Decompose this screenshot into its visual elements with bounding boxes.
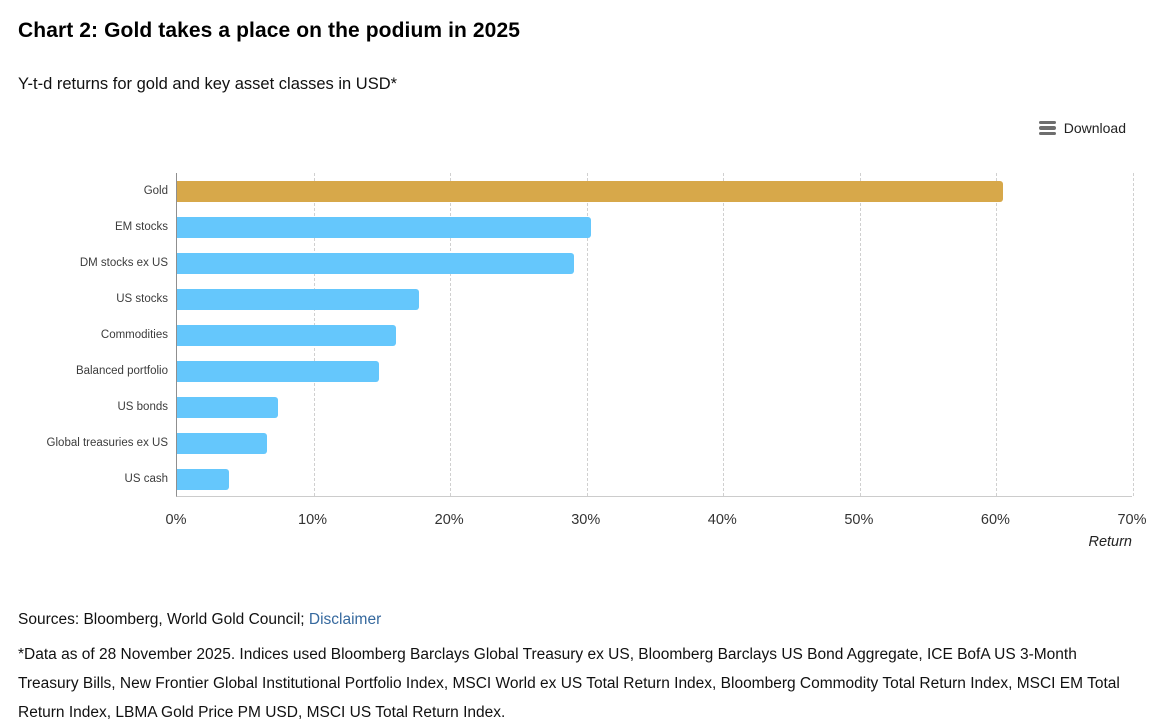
sources-line: Sources: Bloomberg, World Gold Council; … [18,611,381,629]
bar-row: DM stocks ex US [80,245,1132,281]
bar-row: US bonds [117,389,1132,425]
x-tick-label: 30% [571,512,601,528]
chart-subtitle: Y-t-d returns for gold and key asset cla… [18,75,398,93]
x-axis: 0% 10% 20% 30% 40% 50% 60% 70% [166,512,1147,532]
bar-gold[interactable] [177,180,1004,202]
bar-balanced-portfolio[interactable] [177,360,380,382]
x-tick-label: 60% [980,512,1010,528]
bar-us-stocks[interactable] [177,288,419,310]
x-tick-label: 20% [434,512,464,528]
download-menu-icon [1038,120,1056,136]
bar-row: Commodities [101,317,1132,353]
category-label: EM stocks [114,221,168,233]
gridline-50 [859,173,861,496]
bar-commodities[interactable] [177,324,396,346]
gridline-40 [723,173,725,496]
sources-text: Sources: Bloomberg, World Gold Council; [18,611,305,628]
bar-chart-plot-area: Gold EM stocks DM stocks ex US US stocks Com… [47,173,1134,497]
category-label: DM stocks ex US [79,257,168,269]
category-label: US bonds [117,401,168,413]
footnote: *Data as of 28 November 2025. Indices us… [18,646,1120,721]
bar-row: Balanced portfolio [76,353,1132,389]
x-tick-label: 10% [298,512,328,528]
bar-row: EM stocks [115,209,1132,245]
bar-us-bonds[interactable] [177,396,279,418]
gridline-20 [450,173,452,496]
x-tick-label: 50% [844,512,874,528]
gridline-70 [1133,173,1134,496]
x-tick-label: 0% [165,512,187,528]
bar-row: US cash [125,461,1132,497]
category-label: Commodities [100,329,168,341]
bar-row: Gold [144,173,1132,209]
disclaimer-link[interactable]: Disclaimer [308,611,382,628]
download-label: Download [1063,120,1126,136]
x-tick-label: 70% [1117,512,1147,528]
bar-dm-stocks-ex-us[interactable] [177,252,575,274]
category-label: Global treasuries ex US [46,437,168,449]
category-label: Gold [143,185,168,197]
gridline-60 [996,173,998,496]
bar-row: US stocks [116,281,1132,317]
bar-global-treasuries-ex-us[interactable] [177,432,268,454]
category-label: US cash [124,473,168,485]
chart-title: Chart 2: Gold takes a place on the podiu… [18,19,521,42]
x-tick-label: 40% [707,512,737,528]
category-label: US stocks [116,293,168,305]
gridline-30 [586,173,588,496]
bar-us-cash[interactable] [177,468,229,490]
bar-em-stocks[interactable] [177,216,591,238]
category-label: Balanced portfolio [75,365,168,377]
x-axis-title: Return [1088,534,1132,550]
download-button[interactable]: Download [1038,120,1126,136]
bar-row: Global treasuries ex US [47,425,1132,461]
